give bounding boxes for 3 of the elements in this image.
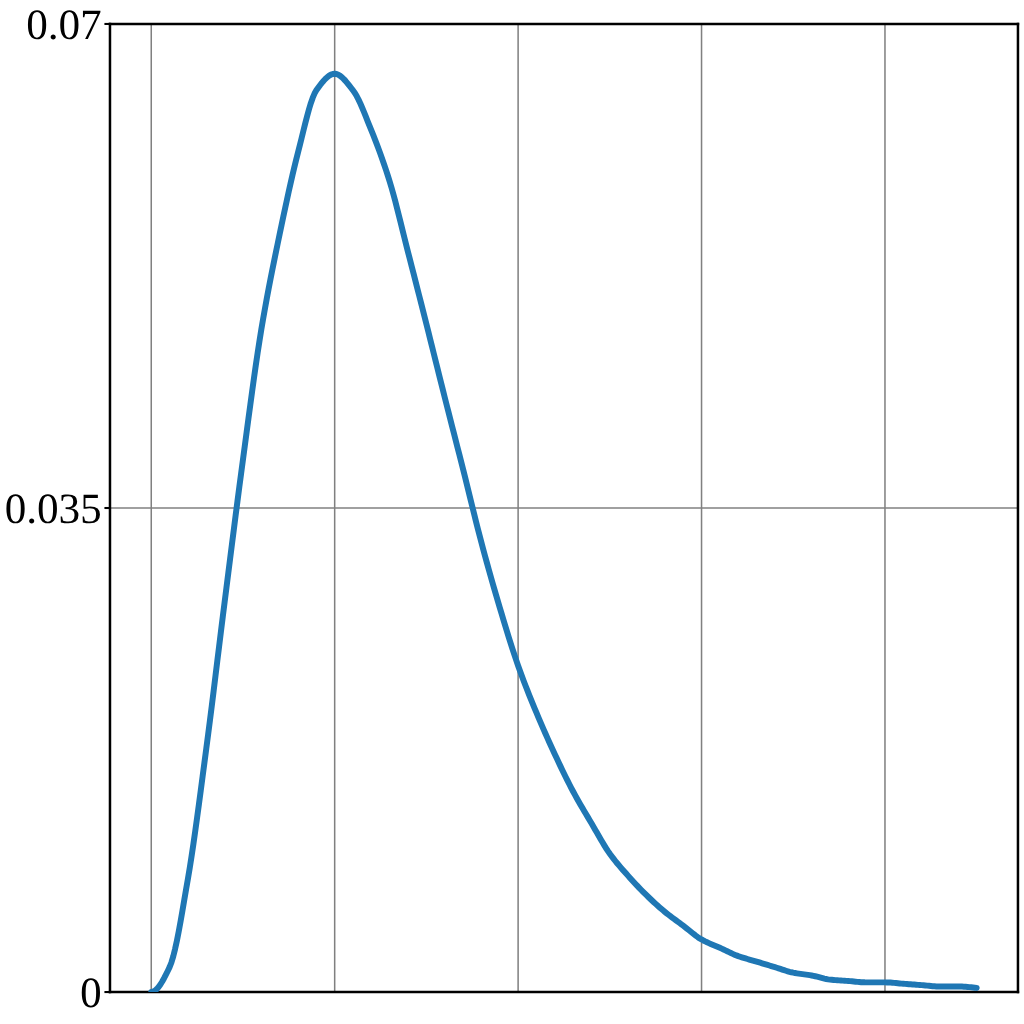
- y-tick-label: 0: [81, 978, 100, 1008]
- y-tick-label: 0.035: [6, 494, 100, 524]
- y-tick-label: 0.07: [27, 10, 101, 40]
